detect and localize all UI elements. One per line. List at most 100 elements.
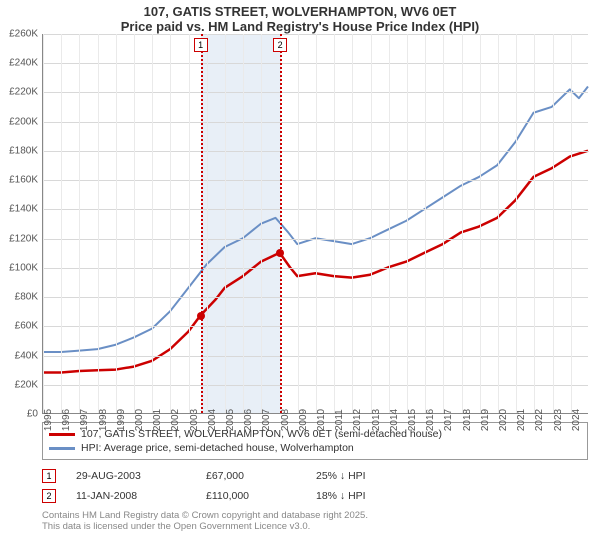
y-tick-label: £180K [9,145,38,156]
sale-marker-line [201,34,203,413]
sale-dot [197,312,205,320]
x-tick-label: 2012 [352,409,363,431]
x-gridline [516,34,517,413]
x-tick-label: 2013 [371,409,382,431]
x-gridline [425,34,426,413]
y-tick-label: £240K [9,58,38,69]
x-gridline [189,34,190,413]
x-tick-label: 2014 [389,409,400,431]
x-tick-label: 2002 [170,409,181,431]
x-gridline [152,34,153,413]
legend-swatch [49,433,75,436]
x-tick-label: 1995 [43,409,54,431]
y-tick-label: £220K [9,87,38,98]
x-tick-label: 2009 [298,409,309,431]
x-gridline [79,34,80,413]
y-tick-label: £120K [9,233,38,244]
x-gridline [443,34,444,413]
sale-dot [276,249,284,257]
x-tick-label: 2010 [316,409,327,431]
y-tick-label: £100K [9,262,38,273]
x-gridline [225,34,226,413]
y-tick-label: £80K [15,292,38,303]
sale-marker-line [280,34,282,413]
sale-row-marker: 1 [42,469,56,483]
x-gridline [407,34,408,413]
x-gridline [207,34,208,413]
chart-title-block: 107, GATIS STREET, WOLVERHAMPTON, WV6 0E… [0,0,600,34]
x-tick-label: 2023 [553,409,564,431]
sale-date: 29-AUG-2003 [76,470,186,482]
x-gridline [134,34,135,413]
sale-row: 2 11-JAN-2008 £110,000 18% ↓ HPI [42,486,588,506]
x-tick-label: 2005 [225,409,236,431]
x-gridline [498,34,499,413]
x-tick-label: 2011 [334,409,345,431]
y-tick-label: £160K [9,175,38,186]
x-gridline [116,34,117,413]
y-tick-label: £140K [9,204,38,215]
sale-marker-badge: 2 [273,38,287,52]
x-tick-label: 1996 [61,409,72,431]
x-tick-label: 2019 [480,409,491,431]
legend-label: HPI: Average price, semi-detached house,… [81,442,354,454]
chart-title-line1: 107, GATIS STREET, WOLVERHAMPTON, WV6 0E… [0,4,600,19]
x-gridline [170,34,171,413]
x-tick-label: 2021 [516,409,527,431]
x-gridline [298,34,299,413]
sale-hpi-delta: 25% ↓ HPI [316,470,426,482]
sale-marker-badge: 1 [194,38,208,52]
x-gridline [462,34,463,413]
x-tick-label: 2004 [207,409,218,431]
x-gridline [334,34,335,413]
x-tick-label: 2007 [261,409,272,431]
sale-hpi-delta: 18% ↓ HPI [316,490,426,502]
x-tick-label: 1997 [79,409,90,431]
x-tick-label: 1999 [116,409,127,431]
x-tick-label: 2000 [134,409,145,431]
x-gridline [553,34,554,413]
y-tick-label: £0 [27,409,38,420]
sales-table: 1 29-AUG-2003 £67,000 25% ↓ HPI 2 11-JAN-2008… [42,466,588,506]
sale-date: 11-JAN-2008 [76,490,186,502]
x-tick-label: 2015 [407,409,418,431]
sale-price: £110,000 [206,490,296,502]
x-tick-label: 2024 [571,409,582,431]
sale-row: 1 29-AUG-2003 £67,000 25% ↓ HPI [42,466,588,486]
sale-price: £67,000 [206,470,296,482]
x-gridline [571,34,572,413]
x-tick-label: 2003 [189,409,200,431]
x-gridline [352,34,353,413]
legend-swatch [49,447,75,450]
x-tick-label: 2001 [152,409,163,431]
x-tick-label: 2018 [462,409,473,431]
x-tick-label: 2022 [534,409,545,431]
x-gridline [534,34,535,413]
x-gridline [480,34,481,413]
footer-attribution: Contains HM Land Registry data © Crown c… [42,510,588,533]
x-tick-label: 1998 [98,409,109,431]
y-tick-label: £200K [9,116,38,127]
x-gridline [61,34,62,413]
y-tick-label: £60K [15,321,38,332]
x-gridline [261,34,262,413]
x-gridline [389,34,390,413]
sale-row-marker: 2 [42,489,56,503]
x-tick-label: 2016 [425,409,436,431]
x-tick-label: 2017 [443,409,454,431]
y-tick-label: £20K [15,379,38,390]
footer-line2: This data is licensed under the Open Gov… [42,521,588,532]
footer-line1: Contains HM Land Registry data © Crown c… [42,510,588,521]
x-gridline [316,34,317,413]
y-tick-label: £40K [15,350,38,361]
x-tick-label: 2006 [243,409,254,431]
x-gridline [243,34,244,413]
chart-title-line2: Price paid vs. HM Land Registry's House … [0,19,600,34]
x-gridline [43,34,44,413]
plot-region: £0£20K£40K£60K£80K£100K£120K£140K£160K£1… [42,34,588,414]
x-gridline [98,34,99,413]
legend-item: HPI: Average price, semi-detached house,… [49,441,581,455]
chart-area: £0£20K£40K£60K£80K£100K£120K£140K£160K£1… [42,34,588,414]
x-gridline [371,34,372,413]
y-tick-label: £260K [9,29,38,40]
